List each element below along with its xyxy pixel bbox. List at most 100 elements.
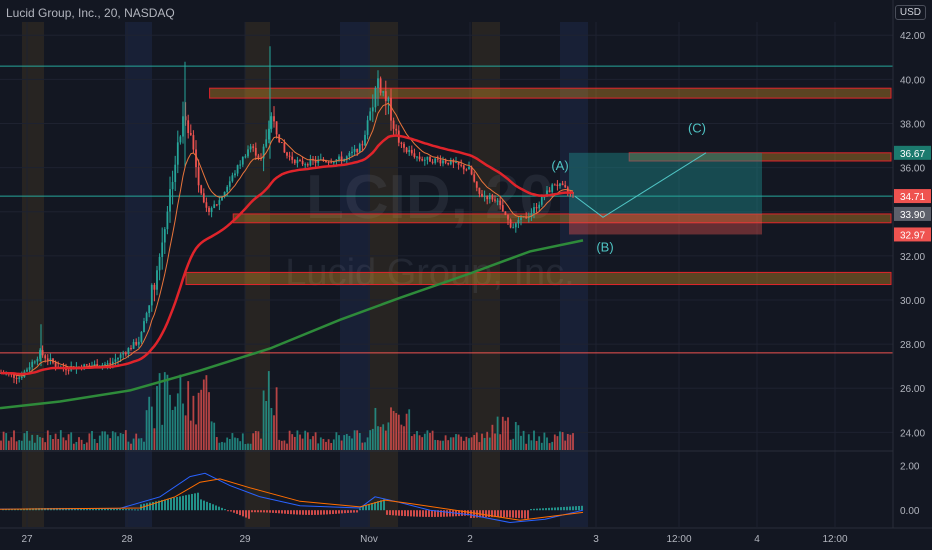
candle-body <box>218 200 221 205</box>
oscillator-bar <box>494 510 496 517</box>
oscillator-bar <box>431 510 433 517</box>
volume-bar <box>169 394 171 450</box>
price-badge <box>894 189 931 204</box>
oscillator-bar <box>422 510 424 517</box>
volume-bar <box>39 437 41 450</box>
wave-projection-line <box>574 152 707 218</box>
oscillator-bar <box>314 510 316 515</box>
candle-body <box>442 160 444 164</box>
volume-bar <box>478 442 481 450</box>
volume-bar <box>397 414 400 450</box>
candle-body <box>533 207 535 214</box>
volume-bar <box>36 434 39 450</box>
time-tick-label: 2 <box>467 534 473 545</box>
volume-bar <box>109 438 112 450</box>
oscillator-bar <box>389 510 391 516</box>
ema-slow-line <box>0 239 584 410</box>
oscillator-bar <box>104 508 106 511</box>
candle-body <box>423 159 426 161</box>
candle-body <box>283 142 286 153</box>
oscillator-bar <box>179 496 181 511</box>
volume-bar <box>392 410 395 450</box>
volume-bar <box>283 440 286 450</box>
volume-bar <box>304 430 307 450</box>
oscillator-bar <box>134 509 136 511</box>
oscillator-bar <box>260 510 262 513</box>
oscillator-bar <box>335 510 337 514</box>
candle-body <box>127 348 130 354</box>
candle-body <box>267 128 270 140</box>
oscillator-bar <box>416 510 418 517</box>
oscillator-bar <box>560 507 562 511</box>
candle-body <box>49 358 52 361</box>
volume-bar <box>101 431 104 450</box>
oscillator-bar <box>350 510 352 513</box>
volume-bar <box>569 434 572 450</box>
oscillator-bar <box>227 510 229 512</box>
candle-body <box>460 164 463 166</box>
oscillator-bar <box>365 504 367 511</box>
volume-bar <box>353 430 356 450</box>
volume-bar <box>499 434 502 450</box>
candle-body <box>208 207 210 212</box>
candle-body <box>353 148 356 152</box>
oscillator-bar <box>116 508 118 511</box>
candle-body <box>332 161 335 163</box>
candle-body <box>36 358 39 362</box>
volume-bar <box>254 430 257 450</box>
volume-bar <box>197 392 200 450</box>
volume-bar <box>395 413 398 450</box>
candle-body <box>416 156 418 158</box>
volume-bar <box>306 432 309 450</box>
candle-body <box>306 164 309 166</box>
volume-bar <box>317 443 320 450</box>
candle-body <box>104 364 106 366</box>
candle-body <box>429 156 431 162</box>
oscillator-tick-label: 0.00 <box>900 506 920 517</box>
oscillator-bar <box>206 501 208 511</box>
candle-body <box>200 185 203 194</box>
candle-body <box>88 365 91 367</box>
volume-bar <box>566 434 569 450</box>
volume-bar <box>546 437 548 450</box>
oscillator-bar <box>215 505 217 511</box>
oscillator-bar <box>377 501 379 511</box>
candle-body <box>327 162 330 164</box>
volume-bar <box>26 431 28 450</box>
candle-body <box>231 175 234 182</box>
volume-bar <box>299 434 301 450</box>
currency-badge[interactable]: USD <box>894 5 926 20</box>
oscillator-bar <box>563 506 565 511</box>
candle-body <box>145 313 148 322</box>
oscillator-bar <box>419 510 421 517</box>
volume-bar <box>28 440 31 450</box>
oscillator-bar <box>125 509 127 511</box>
candle-body <box>512 227 515 229</box>
candle-body <box>28 367 31 370</box>
price-axis <box>893 0 932 550</box>
candle-body <box>161 242 164 257</box>
time-tick-label: 12:00 <box>822 534 847 545</box>
time-tick-label: Nov <box>360 534 378 545</box>
volume-bar <box>249 443 252 450</box>
candle-body <box>148 305 151 314</box>
candle-body <box>114 359 117 362</box>
candle-body <box>304 164 307 166</box>
candle-body <box>561 183 564 186</box>
volume-bar <box>57 438 60 450</box>
candle-body <box>273 116 275 122</box>
candle-body <box>405 147 408 153</box>
volume-bar <box>330 443 333 450</box>
candle-body <box>241 156 244 165</box>
volume-bar <box>452 437 455 450</box>
candle-body <box>449 160 452 165</box>
candle-body <box>106 363 109 365</box>
volume-bar <box>291 434 294 450</box>
candle-body <box>361 144 364 146</box>
volume-bar <box>44 442 47 450</box>
volume-bar <box>153 428 156 450</box>
oscillator-bar <box>266 510 268 513</box>
volume-bar <box>143 441 145 450</box>
candle-body <box>192 135 195 150</box>
